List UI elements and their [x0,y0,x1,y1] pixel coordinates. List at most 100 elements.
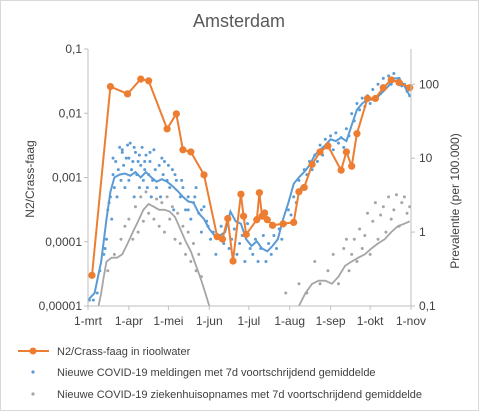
sewage-marker [324,142,332,150]
cases-dot [342,145,346,149]
y-tick-label: 0,001 [52,171,82,185]
hospital-dot [336,282,340,286]
y-tick-label: 0,0001 [45,235,82,249]
hospital-dot [387,195,391,199]
cases-dot [219,224,223,228]
hospital-dot [144,190,148,194]
cases-dot [315,160,319,164]
legend-sewage-label: N2/Crass-faag in rioolwater [57,346,191,358]
cases-dot [160,156,164,160]
cases-dot [186,208,190,212]
legend: N2/Crass-faag in rioolwater Nieuwe COVID… [18,346,422,401]
cases-dot [137,153,141,157]
cases-dot [238,242,242,246]
cases-dot [110,217,114,221]
y2-tick-label: 10 [419,151,433,165]
sewage-marker [255,189,263,197]
hospital-dot [350,252,354,256]
cases-dot [381,76,385,80]
hospital-dot [352,237,356,241]
cases-dot [127,178,131,182]
sewage-marker [406,84,414,92]
hospital-dot [360,246,364,250]
cases-dot [376,82,380,86]
hospital-dot [384,230,388,234]
sewage-marker [239,212,248,220]
x-tick-label: 1-aug [274,314,305,328]
hospital-dot [365,211,369,215]
cases-dot [392,71,396,75]
sewage-marker [279,220,287,228]
cases-dot [148,150,152,154]
cases-dot [272,233,276,237]
cases-dot [289,213,293,217]
sewage-marker [263,216,271,224]
cases-dot [227,246,231,250]
cases-dot [162,160,166,164]
cases-dot [133,150,137,154]
cases-dot [103,246,107,250]
hospital-dot [186,230,190,234]
cases-dot [111,173,115,177]
hospital-dot [347,269,351,273]
cases-dot [128,141,132,145]
hospital-dot [400,201,404,205]
cases-dot [186,195,190,199]
legend-item-cases: Nieuwe COVID-19 meldingen met 7d voortsc… [31,367,376,379]
cases-dot [387,74,391,78]
sewage-marker [229,257,237,265]
sewage-marker [342,148,350,156]
hospital-dot [165,195,169,199]
y2-axis-label: Prevalentie (per 100.000) [448,133,462,268]
legend-sewage-marker [29,347,37,355]
hospital-dot [181,224,185,228]
sewage-marker [106,82,115,91]
hospital-dot [106,269,110,273]
legend-item-sewage: N2/Crass-faag in rioolwater [18,346,191,358]
cases-dot [243,260,247,264]
hospital-dot [152,217,156,221]
y2-tick-label: 100 [419,77,439,91]
hospital-dot [155,197,159,201]
hospital-dot [184,252,188,256]
legend-cases-label: Nieuwe COVID-19 meldingen met 7d voortsc… [57,367,376,379]
hospital-dot [331,252,335,256]
hospital-dot [131,237,135,241]
sewage-marker [295,188,303,196]
cases-dot [149,195,153,199]
cases-dot [199,208,203,212]
sewage-marker [145,77,153,85]
cases-dot [137,186,141,190]
sewage-marker [137,75,145,83]
y2-tick-label: 1 [419,225,426,239]
sewage-marker [353,130,361,138]
cases-dot [159,195,163,199]
cases-dot [145,186,149,190]
cases-dot [123,186,127,190]
cases-dot [292,195,296,199]
hospital-dot [368,252,372,256]
cases-line [87,77,411,301]
hospital-dot [173,237,177,241]
cases-dot [261,233,265,237]
hospital-dot [197,252,201,256]
hospital-dot [170,205,174,209]
hospital-line [298,220,411,307]
cases-dot [235,252,239,256]
hospital-dot [133,205,137,209]
x-tick-label: 1-nov [396,314,426,328]
cases-dot [112,186,116,190]
cases-dot [119,178,123,182]
cases-dot [246,222,250,226]
hospital-dot [371,219,375,223]
legend-cases-marker [31,370,35,374]
sewage-marker [123,90,132,98]
hospital-dot [344,237,348,241]
hospital-dot [127,217,131,221]
hospital-dot [342,246,346,250]
cases-dot [141,178,145,182]
cases-dot [267,242,271,246]
cases-dot [336,141,340,145]
hospital-dot [160,201,164,205]
